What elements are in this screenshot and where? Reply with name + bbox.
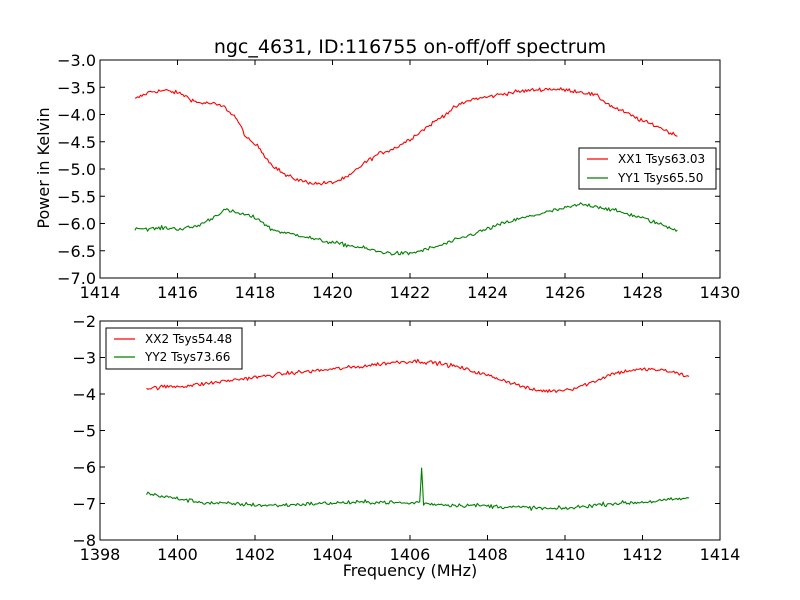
bottom-ytick-label: −8 [72, 531, 96, 550]
bottom-ytick-label: −6 [72, 458, 96, 477]
top-series-line-xx1 [134, 87, 678, 186]
bottom-xtick-label: 1402 [235, 545, 276, 564]
top-xtick-label: 1428 [622, 283, 663, 302]
top-ytick-label: −5.0 [57, 160, 96, 179]
bottom-xtick-label: 1412 [622, 545, 663, 564]
bottom-ytick-label: −4 [72, 385, 96, 404]
top-chart-title: ngc_4631, ID:116755 on-off/off spectrum [214, 36, 606, 58]
bottom-xtick-label: 1400 [157, 545, 198, 564]
top-chart-frame [99, 59, 721, 279]
bottom-chart-ticks: 1398 1400 1402 1404 1406 1408 1410 1412 1414 −8 −7… [72, 312, 740, 564]
top-ytick-label: −5.5 [57, 187, 96, 206]
bottom-series-line-yy2 [146, 467, 690, 511]
top-chart-legend: XX1 Tsys63.03 YY1 Tsys65.50 [578, 147, 717, 190]
top-xtick-label: 1422 [390, 283, 431, 302]
bottom-ytick-label: −2 [72, 312, 96, 331]
bottom-xtick-label: 1410 [545, 545, 586, 564]
top-chart-panel: ngc_4631, ID:116755 on-off/off spectrum … [34, 36, 740, 302]
top-legend-label-yy1: YY1 Tsys65.50 [617, 171, 703, 185]
top-legend-box [578, 147, 717, 190]
top-chart-lines [134, 87, 678, 256]
bottom-series-line-xx2 [146, 358, 690, 393]
bottom-legend-label-yy2: YY2 Tsys73.66 [144, 350, 230, 364]
bottom-xtick-label: 1404 [312, 545, 353, 564]
top-ytick-label: −4.0 [57, 106, 96, 125]
top-ytick-label: −3.0 [57, 51, 96, 70]
top-xtick-label: 1416 [157, 283, 198, 302]
bottom-chart-frame [99, 320, 721, 541]
bottom-ytick-label: −7 [72, 495, 96, 514]
top-series-line-yy1 [134, 202, 678, 256]
top-ytick-label: −4.5 [57, 133, 96, 152]
bottom-legend-label-xx2: XX2 Tsys54.48 [145, 332, 232, 346]
top-chart-ylabel: Power in Kelvin [34, 107, 53, 228]
bottom-xtick-label: 1414 [700, 545, 741, 564]
bottom-legend-box [105, 327, 243, 370]
top-xtick-label: 1418 [235, 283, 276, 302]
top-ytick-label: −7.0 [57, 269, 96, 288]
top-ytick-label: −6.0 [57, 215, 96, 234]
top-xtick-label: 1424 [467, 283, 508, 302]
top-xtick-label: 1420 [312, 283, 353, 302]
bottom-xtick-label: 1408 [467, 545, 508, 564]
bottom-ytick-label: −5 [72, 422, 96, 441]
top-ytick-label: −6.5 [57, 242, 96, 261]
top-xtick-label: 1426 [545, 283, 586, 302]
top-chart-ticks: 1414 1416 1418 1420 1422 1424 1426 1428 1430 −7.0… [57, 51, 740, 302]
top-xtick-label: 1414 [80, 283, 121, 302]
bottom-chart-panel: Frequency (MHz) 1398 1400 1402 1404 1406 1408… [72, 312, 740, 580]
top-legend-label-xx1: XX1 Tsys63.03 [618, 152, 705, 166]
bottom-xtick-label: 1406 [390, 545, 431, 564]
top-ytick-label: −3.5 [57, 78, 96, 97]
bottom-chart-xlabel: Frequency (MHz) [343, 561, 477, 580]
bottom-chart-legend: XX2 Tsys54.48 YY2 Tsys73.66 [105, 327, 243, 370]
bottom-chart-lines [146, 358, 690, 511]
top-xtick-label: 1430 [700, 283, 741, 302]
bottom-xtick-label: 1398 [80, 545, 121, 564]
bottom-ytick-label: −3 [72, 349, 96, 368]
